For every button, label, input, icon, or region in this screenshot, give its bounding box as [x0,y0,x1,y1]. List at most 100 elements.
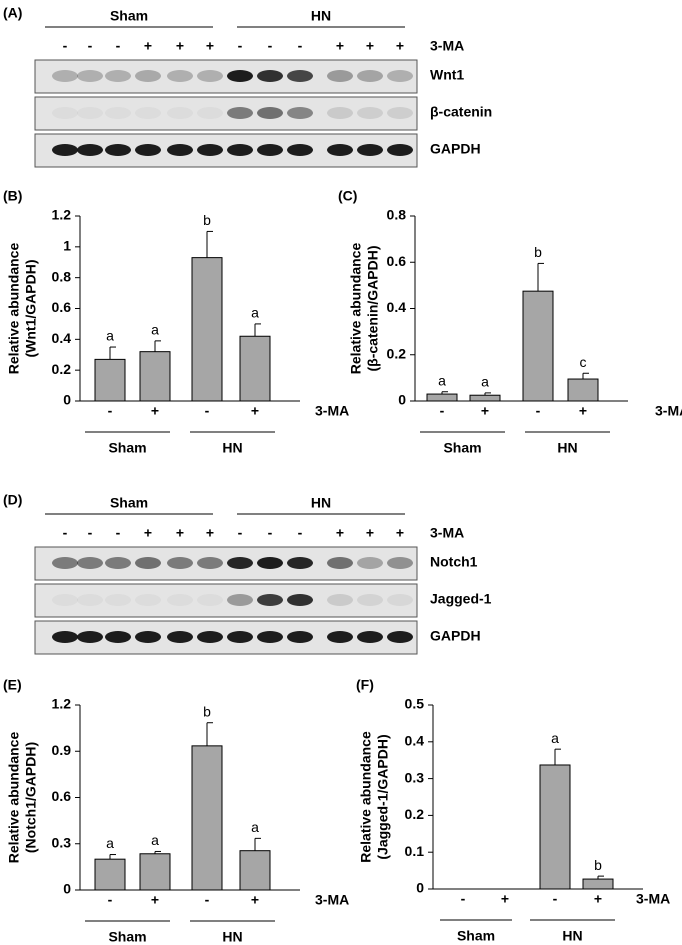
band [387,557,413,569]
treatment-label: 3-MA [315,403,349,419]
y-axis-label: Relative abundance [6,732,22,864]
x-tick-label: + [251,403,259,419]
band [105,70,131,82]
band [287,144,313,156]
y-tick-label: 0.4 [405,733,425,749]
band [167,594,193,606]
band [167,70,193,82]
treatment-label: 3-MA [636,891,670,907]
bar [191,745,223,891]
y-tick-label: 0.2 [387,345,407,361]
y-tick-label: 1.2 [52,207,72,223]
band [105,557,131,569]
lane-sign: + [144,38,152,54]
panel-label: (C) [338,188,357,204]
row-label: Notch1 [430,554,478,570]
significance-letter: a [251,305,259,321]
y-tick-label: 0.2 [52,361,72,377]
row-label: β-catenin [430,104,492,120]
band [287,557,313,569]
band [257,144,283,156]
band [257,557,283,569]
band [327,70,353,82]
x-tick-label: + [579,403,587,419]
band [52,107,78,119]
treatment-label: 3-MA [430,38,464,54]
group-label: HN [311,495,331,511]
significance-letter: c [580,354,587,370]
group-label: HN [557,440,577,456]
lane-sign: - [63,38,68,54]
lane-sign: - [238,525,243,541]
x-tick-label: - [553,891,558,907]
bar [191,257,223,402]
y-axis-label: (Jagged-1/GAPDH) [375,734,391,859]
treatment-label: 3-MA [655,403,682,419]
significance-letter: a [481,374,489,390]
band [227,631,253,643]
y-tick-label: 0.9 [52,742,72,758]
lane-sign: - [268,525,273,541]
x-tick-label: + [481,403,489,419]
band [77,631,103,643]
y-tick-label: 0.8 [52,268,72,284]
band [327,594,353,606]
y-axis-label: (Wnt1/GAPDH) [23,260,39,358]
group-label: HN [562,928,582,944]
lane-sign: + [336,525,344,541]
bar [469,394,501,402]
panel-label: (F) [356,677,374,693]
bar [94,858,126,891]
row-label: Jagged-1 [430,591,492,607]
group-label: Sham [108,440,146,456]
lane-sign: + [206,525,214,541]
bar [522,290,554,402]
y-tick-label: 0.3 [405,769,425,785]
significance-letter: a [151,832,159,848]
y-axis-label: (Notch1/GAPDH) [23,742,39,853]
band [327,107,353,119]
panel-label: (D) [3,492,22,508]
bar [239,335,271,402]
bar [94,358,126,402]
significance-letter: a [151,322,159,338]
y-axis-label: (β-catenin/GAPDH) [365,246,381,372]
band [135,594,161,606]
bar [139,853,171,891]
lane-sign: - [116,38,121,54]
band [227,144,253,156]
lane-sign: + [366,525,374,541]
lane-sign: + [176,525,184,541]
y-tick-label: 0 [416,880,424,896]
lane-sign: - [63,525,68,541]
group-label: HN [222,440,242,456]
treatment-label: 3-MA [430,525,464,541]
band [257,631,283,643]
significance-letter: b [203,703,211,719]
band [227,557,253,569]
panel-label: (E) [3,677,22,693]
band [52,557,78,569]
y-tick-label: 1 [63,238,71,254]
x-tick-label: - [440,403,445,419]
band [135,557,161,569]
band [387,594,413,606]
significance-letter: b [534,244,542,260]
band [387,70,413,82]
band [387,631,413,643]
band [77,557,103,569]
bar [139,351,171,402]
band [52,70,78,82]
band [197,594,223,606]
band [135,107,161,119]
y-tick-label: 1.2 [52,696,72,712]
y-tick-label: 0.6 [387,253,407,269]
band [327,144,353,156]
x-tick-label: + [251,892,259,908]
y-tick-label: 0.3 [52,834,72,850]
x-tick-label: - [461,891,466,907]
band [167,631,193,643]
blot-strip [34,96,418,131]
